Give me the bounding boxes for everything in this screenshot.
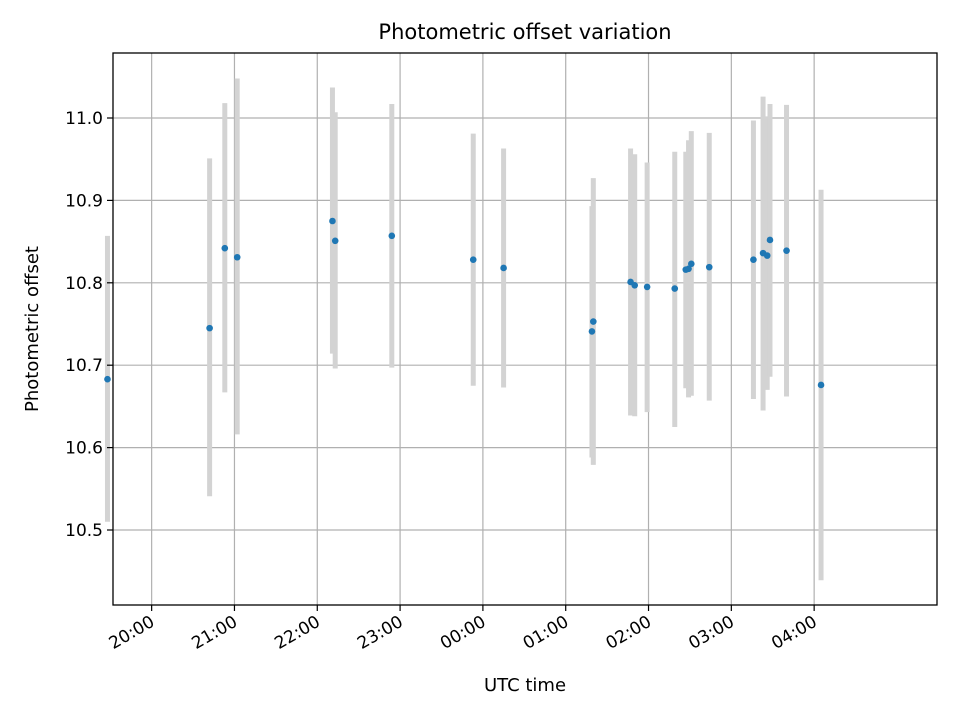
y-tick-label: 10.6: [65, 439, 103, 459]
data-point: [588, 328, 596, 335]
data-points: [104, 217, 825, 389]
data-point: [331, 237, 339, 245]
data-point: [206, 324, 213, 332]
x-tick-label: 20:00: [106, 612, 158, 654]
data-point: [233, 253, 241, 261]
x-tick-label: 03:00: [685, 612, 737, 654]
y-tick-label: 11.0: [65, 109, 103, 129]
x-tick-label: 22:00: [271, 612, 323, 654]
plot-area-frame: [112, 52, 938, 606]
x-tick-label: 21:00: [189, 612, 241, 654]
x-tick-label: 23:00: [354, 612, 406, 654]
data-point: [688, 260, 695, 268]
data-point: [705, 263, 713, 271]
data-point: [469, 256, 477, 264]
y-tick-label: 10.9: [65, 191, 103, 211]
data-point: [763, 252, 771, 259]
data-point: [643, 283, 651, 291]
data-point: [766, 236, 774, 244]
chart-title: Photometric offset variation: [378, 20, 671, 44]
data-point: [783, 247, 790, 254]
x-tick-label: 02:00: [603, 612, 655, 654]
data-point: [671, 285, 679, 292]
y-tick-label: 10.5: [65, 521, 103, 541]
data-point: [817, 381, 825, 389]
y-tick-label: 10.7: [65, 356, 103, 376]
grid-lines: [113, 53, 937, 605]
x-tick-label: 01:00: [520, 612, 572, 654]
data-point: [388, 232, 396, 240]
data-point: [631, 281, 639, 289]
y-axis-title: Photometric offset: [22, 246, 43, 412]
data-point: [329, 217, 336, 225]
y-tick-label: 10.8: [65, 274, 103, 294]
data-point: [685, 265, 692, 273]
data-point: [750, 256, 757, 264]
data-point: [500, 264, 507, 272]
data-point: [104, 375, 111, 383]
x-tick-label: 04:00: [768, 612, 820, 654]
data-point: [221, 244, 229, 252]
error-bars: [104, 78, 824, 581]
x-axis-title: UTC time: [484, 675, 566, 696]
data-point: [590, 318, 597, 325]
x-tick-label: 00:00: [437, 612, 489, 654]
